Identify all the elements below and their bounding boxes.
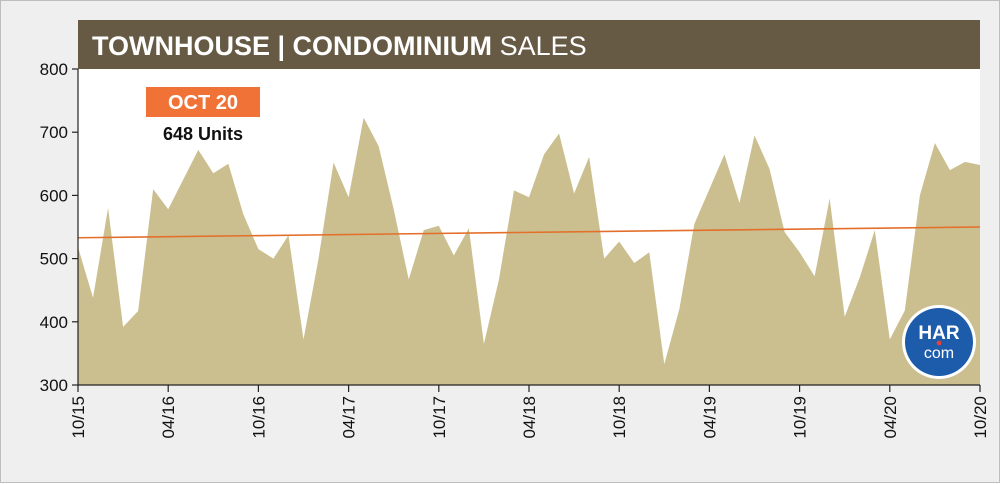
x-tick-label: 10/17 [430,396,449,439]
x-tick-label: 10/20 [971,396,990,439]
callout-date: OCT 20 [168,92,238,114]
har-logo: HAR com [902,305,976,379]
x-tick-label: 10/15 [69,396,88,439]
series-area [78,117,980,385]
chart-title: TOWNHOUSE | CONDOMINIUM SALES [92,31,587,61]
callout-value: 648 Units [163,124,243,144]
x-tick-label: 04/18 [520,396,539,439]
x-tick-label: 04/20 [881,396,900,439]
y-ticks: 300 400 500 600 700 800 [40,60,78,395]
har-logo-dot [936,340,942,346]
x-tick-label: 10/18 [610,396,629,439]
y-tick-label: 500 [40,250,68,269]
chart-title-light: SALES [500,31,587,61]
y-tick-label: 600 [40,186,68,205]
x-tick-label: 04/19 [700,396,719,439]
callout-date-badge [146,87,260,117]
trend-line [77,226,981,239]
y-tick-label: 300 [40,376,68,395]
x-ticks: 10/15 04/16 10/16 04/17 10/17 04/18 10/18 04/19… [69,385,990,439]
y-tick-label: 700 [40,123,68,142]
x-tick-label: 10/19 [791,396,810,439]
y-tick-label: 800 [40,60,68,79]
x-tick-label: 04/16 [159,396,178,439]
har-logo-bottom: com [924,345,954,362]
title-banner [78,20,980,69]
x-tick-label: 04/17 [340,396,359,439]
har-logo-top: HAR [918,323,959,344]
chart-title-bold: TOWNHOUSE | CONDOMINIUM [92,31,492,61]
x-tick-label: 10/16 [249,396,268,439]
y-tick-label: 400 [40,313,68,332]
